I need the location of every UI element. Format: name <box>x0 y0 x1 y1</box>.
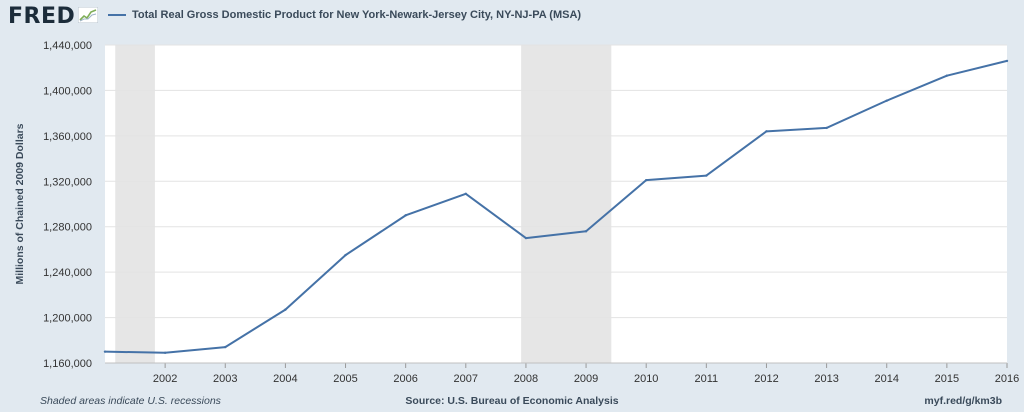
x-tick-label: 2003 <box>213 373 237 385</box>
x-tick-label: 2006 <box>393 373 417 385</box>
series-line <box>104 59 1008 354</box>
x-tick-label: 2002 <box>153 373 177 385</box>
x-tick-label: 2009 <box>574 373 598 385</box>
data-point <box>1005 59 1009 63</box>
x-tick-label: 2010 <box>634 373 658 385</box>
y-tick-label: 1,280,000 <box>43 222 92 234</box>
data-point <box>885 99 888 102</box>
y-tick-label: 1,200,000 <box>43 313 92 325</box>
legend-swatch <box>108 14 126 16</box>
legend-label: Total Real Gross Domestic Product for Ne… <box>132 9 582 21</box>
data-point <box>705 174 708 177</box>
logo-text: FRED <box>8 4 76 29</box>
data-point <box>765 130 768 133</box>
data-point <box>163 351 167 354</box>
fred-logo[interactable]: FRED <box>8 4 99 29</box>
data-point <box>584 230 588 233</box>
y-tick-label: 1,240,000 <box>43 267 92 279</box>
x-tick-label: 2004 <box>273 373 297 385</box>
y-tick-label: 1,400,000 <box>43 85 92 97</box>
data-point <box>645 178 648 182</box>
chart-area: 1,160,000 1,200,000 1,240,000 1,280,000 1,32… <box>0 36 1024 390</box>
y-tick-label: 1,360,000 <box>43 131 92 143</box>
short-url-link[interactable]: myf.red/g/km3b <box>924 395 1002 407</box>
recession-note: Shaded areas indicate U.S. recessions <box>40 395 221 407</box>
y-tick-label: 1,160,000 <box>43 358 92 370</box>
data-point <box>524 236 528 240</box>
recession-band <box>115 45 155 363</box>
data-point <box>404 214 407 217</box>
chart-footer: Shaded areas indicate U.S. recessions So… <box>0 394 1024 412</box>
y-axis-label: Millions of Chained 2009 Dollars <box>14 123 26 284</box>
data-point <box>284 308 287 311</box>
data-point <box>464 192 467 195</box>
recession-band <box>521 45 612 363</box>
chart-legend: Total Real Gross Domestic Product for Ne… <box>108 9 581 21</box>
data-point <box>103 350 107 353</box>
sparkline-icon <box>77 6 99 28</box>
data-point <box>945 74 949 77</box>
x-tick-label: 2005 <box>333 373 357 385</box>
data-point <box>825 126 828 130</box>
data-point <box>224 345 227 349</box>
x-tick-label: 2014 <box>874 373 898 385</box>
line-chart: 1,160,000 1,200,000 1,240,000 1,280,000 1,32… <box>14 40 1019 385</box>
x-tick-label: 2011 <box>695 373 719 385</box>
y-tick-label: 1,440,000 <box>43 40 92 52</box>
x-tick-label: 2007 <box>454 373 478 385</box>
source-label: Source: U.S. Bureau of Economic Analysis <box>405 395 619 407</box>
x-tick-label: 2016 <box>995 373 1019 385</box>
data-point <box>344 253 347 257</box>
y-tick-label: 1,320,000 <box>43 176 92 188</box>
x-tick-label: 2008 <box>514 373 538 385</box>
x-tick-label: 2013 <box>814 373 838 385</box>
chart-header: FRED Total Real Gross Domestic Product f… <box>0 0 1024 36</box>
x-tick-label: 2012 <box>754 373 778 385</box>
x-tick-label: 2015 <box>935 373 959 385</box>
